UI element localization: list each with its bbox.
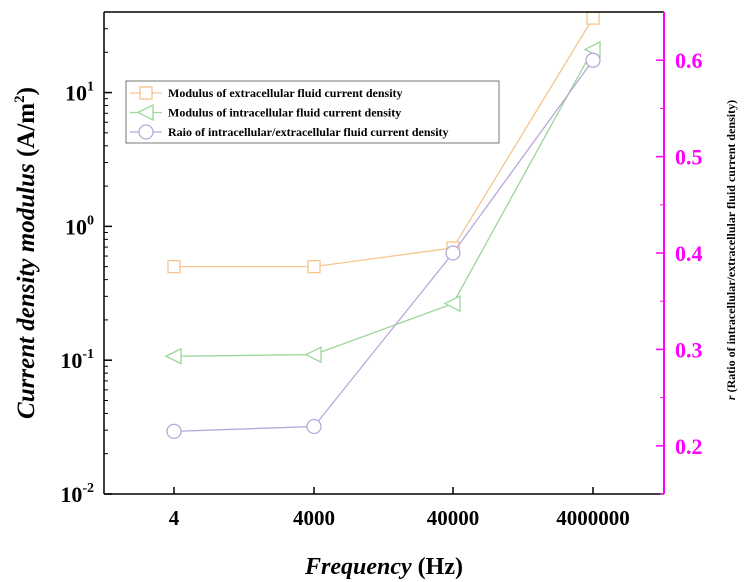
data-point-series-1 (307, 260, 321, 274)
legend-marker-2 (136, 103, 154, 122)
legend-label-1: Modulus of extracellular fluid current d… (168, 86, 403, 100)
legend-marker-3 (138, 124, 154, 140)
y2-tick-label: 0.5 (675, 145, 703, 170)
x-tick-label: 4000000 (556, 506, 630, 530)
x-tick-label: 40000 (427, 506, 480, 530)
data-point-series-3 (585, 52, 601, 68)
series-line-2 (173, 49, 594, 357)
legend-label-2: Modulus of intracellular fluid current d… (168, 106, 401, 120)
series-line-1 (174, 17, 594, 268)
plot-area (164, 11, 601, 439)
y-tick-label: 101 (65, 80, 94, 106)
data-point-series-1 (586, 11, 600, 25)
y-axis-title: Current density modulus (A/m2) (12, 87, 40, 419)
y2-tick-label: 0.2 (675, 434, 703, 459)
data-point-series-3 (445, 245, 461, 261)
y2-axis-title: r (Ratio of intracellular/extracellular … (724, 100, 738, 400)
y2-tick-label: 0.6 (675, 48, 703, 73)
legend-label-3: Raio of intracellular/extracellular flui… (168, 125, 449, 139)
x-axis-title: Frequency (Hz) (304, 554, 463, 580)
legend-marker-1 (139, 86, 153, 100)
data-point-series-2 (304, 346, 322, 364)
legend: Modulus of extracellular fluid current d… (125, 80, 500, 144)
y2-tick-label: 0.3 (675, 337, 703, 362)
y-tick-label: 100 (65, 213, 94, 239)
data-point-series-3 (166, 423, 182, 439)
data-point-series-1 (167, 260, 181, 274)
y-tick-label: 10-2 (60, 481, 94, 507)
y2-tick-label: 0.4 (675, 241, 703, 266)
data-point-series-2 (443, 295, 461, 313)
data-point-series-3 (306, 418, 322, 435)
y-tick-label: 10-1 (60, 347, 94, 373)
x-tick-label: 4000 (293, 506, 335, 530)
x-tick-label: 4 (169, 506, 180, 530)
legend-box (125, 80, 500, 144)
axes: 4 4000 40000 4000000 10-2 10-1 100 101 0.2 0.3 0.4… (12, 11, 738, 580)
series-line-3 (173, 59, 594, 432)
data-point-series-2 (164, 347, 182, 365)
